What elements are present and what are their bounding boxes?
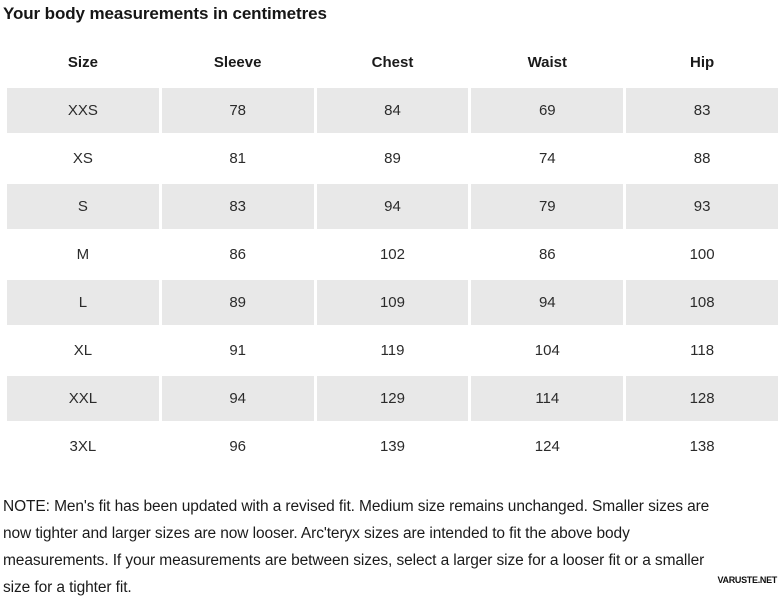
hip-cell: 138: [626, 424, 778, 469]
chest-cell: 139: [316, 424, 469, 469]
sleeve-cell: 91: [161, 328, 314, 373]
waist-cell: 104: [471, 328, 624, 373]
chest-cell: 119: [316, 328, 469, 373]
waist-cell: 74: [471, 136, 624, 181]
column-header-waist: Waist: [527, 53, 568, 71]
hip-cell: 128: [626, 376, 778, 421]
table-row-xxs: XXS 78 84 69 83: [7, 88, 778, 133]
sleeve-cell: 89: [161, 280, 314, 325]
header-row: Size Sleeve Chest Waist Hip: [7, 39, 778, 85]
waist-cell: 124: [471, 424, 624, 469]
column-header-size: Size: [67, 53, 98, 71]
hip-cell: 93: [626, 184, 778, 229]
column-header-chest: Chest: [371, 53, 414, 71]
chest-cell: 89: [316, 136, 469, 181]
sleeve-cell: 81: [161, 136, 314, 181]
fit-note-line: measurements. If your measurements are b…: [3, 552, 705, 569]
table-row-xl: XL 91 119 104 118: [7, 328, 778, 373]
page-title: Your body measurements in centimetres: [3, 4, 327, 23]
table-row-xs: XS 81 89 74 88: [7, 136, 778, 181]
size-cell: M: [7, 232, 159, 277]
sleeve-cell: 94: [161, 376, 314, 421]
column-header-sleeve: Sleeve: [213, 53, 262, 71]
table-header: Size Sleeve Chest Waist Hip: [7, 39, 778, 85]
waist-cell: 69: [471, 88, 624, 133]
hip-cell: 108: [626, 280, 778, 325]
table-row-s: S 83 94 79 93: [7, 184, 778, 229]
chest-cell: 109: [316, 280, 469, 325]
size-cell: 3XL: [7, 424, 159, 469]
waist-cell: 79: [471, 184, 624, 229]
waist-cell: 94: [471, 280, 624, 325]
chest-cell: 84: [316, 88, 469, 133]
sleeve-cell: 86: [161, 232, 314, 277]
sleeve-cell: 78: [161, 88, 314, 133]
hip-cell: 83: [626, 88, 778, 133]
chest-cell: 94: [316, 184, 469, 229]
hip-cell: 88: [626, 136, 778, 181]
table-body: XXS 78 84 69 83 XS 81 89 74 88 S 83 94 7…: [7, 88, 778, 469]
waist-cell: 86: [471, 232, 624, 277]
chest-cell: 129: [316, 376, 469, 421]
sleeve-cell: 83: [161, 184, 314, 229]
sleeve-cell: 96: [161, 424, 314, 469]
table-row-m: M 86 102 86 100: [7, 232, 778, 277]
hip-cell: 118: [626, 328, 778, 373]
hip-cell: 100: [626, 232, 778, 277]
table-row-3xl: 3XL 96 139 124 138: [7, 424, 778, 469]
fit-note-line: now tighter and larger sizes are now loo…: [3, 525, 630, 542]
body-measurements-table: Size Sleeve Chest Waist Hip XXS 78 84 69…: [4, 36, 781, 472]
waist-cell: 114: [471, 376, 624, 421]
fit-note: NOTE: Men's fit has been updated with a …: [3, 493, 781, 601]
size-cell: L: [7, 280, 159, 325]
varuste-net-watermark: VARUSTE.NET: [717, 575, 777, 585]
size-cell: XXL: [7, 376, 159, 421]
fit-note-line: NOTE: Men's fit has been updated with a …: [3, 498, 710, 515]
table-row-xxl: XXL 94 129 114 128: [7, 376, 778, 421]
size-cell: XXS: [7, 88, 159, 133]
column-header-hip: Hip: [690, 53, 715, 71]
size-cell: S: [7, 184, 159, 229]
table-row-l: L 89 109 94 108: [7, 280, 778, 325]
fit-note-line: size for a tighter fit.: [3, 579, 132, 596]
size-cell: XS: [7, 136, 159, 181]
chest-cell: 102: [316, 232, 469, 277]
size-cell: XL: [7, 328, 159, 373]
